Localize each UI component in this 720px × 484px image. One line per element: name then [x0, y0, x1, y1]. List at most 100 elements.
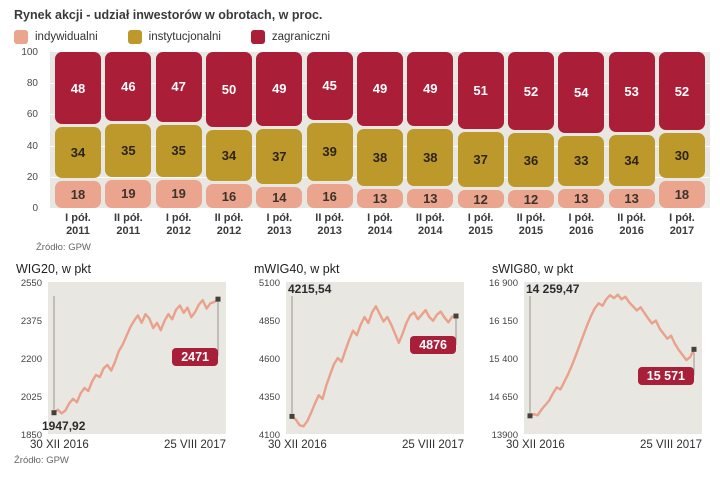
legend-swatch-foreign	[250, 29, 265, 44]
bar-segment-individual: 13	[608, 188, 655, 208]
x-label-end: 25 VIII 2017	[639, 439, 702, 452]
source-note-bottom: Źródło: GPW	[14, 455, 69, 467]
ytick-label: 2375	[20, 316, 42, 328]
ytick-label: 4600	[258, 354, 280, 366]
bar-column: 49 38 13	[356, 52, 403, 208]
panel-y-axis: 16 900 16 150 15 400 14 650 13900	[488, 278, 520, 441]
ytick-label: 1850	[20, 430, 42, 442]
end-value-badge: 4876	[410, 336, 456, 355]
x-label-start: 30 XII 2016	[506, 439, 565, 452]
bar-category-label: I pół. 2012	[165, 212, 192, 238]
bar-segment-institutional: 37	[256, 128, 303, 184]
end-value-badge: 15 571	[637, 366, 694, 385]
bar-segment-institutional: 38	[407, 128, 454, 186]
panel-plot-swig80: 14 259,47 15 571	[524, 282, 702, 435]
panel-y-axis: 5100 4850 4600 4350 4100	[252, 278, 282, 441]
ytick-label: 2550	[20, 278, 42, 290]
bar-segment-foreign: 45	[306, 52, 353, 120]
bar-column: 49 38 13	[407, 52, 454, 208]
bar-ytick-label: 100	[21, 47, 38, 58]
line-chart-svg-wig20	[51, 296, 221, 416]
bar-segment-institutional: 33	[558, 136, 605, 186]
bar-category-label: II pół. 2013	[315, 212, 344, 238]
ytick-label: 16 150	[488, 316, 518, 328]
bar-category-label: II pół. 2014	[415, 212, 445, 238]
bar-category-label: I pół. 2015	[467, 212, 494, 238]
bar-column: 52 30 18	[658, 52, 705, 208]
index-line	[290, 305, 458, 428]
bar-ytick-label: 40	[26, 140, 38, 152]
panel-x-labels: 30 XII 2016 25 VIII 2017	[30, 439, 226, 451]
end-point-marker	[453, 313, 459, 319]
x-label-start: 30 XII 2016	[268, 439, 327, 452]
legend: indywidualni instytucjonalni zagraniczni	[14, 28, 710, 45]
bar-segment-individual: 13	[356, 188, 403, 208]
bar-column: 53 34 13	[608, 52, 655, 208]
x-label-end: 25 VIII 2017	[401, 439, 464, 452]
bar-ytick-label: 0	[32, 203, 38, 214]
legend-item-institutional: instytucjonalni	[127, 29, 221, 44]
bar-segment-institutional: 36	[507, 133, 554, 187]
ytick-label: 4850	[258, 316, 280, 328]
bar-segment-individual: 18	[55, 181, 101, 208]
bar-category-label: II pół. 2015	[516, 212, 546, 238]
panel-wig20: WIG20, w pkt 2550 2375 2200 2025 1850 1947,92 2…	[14, 262, 226, 451]
bar-segment-foreign: 48	[55, 52, 101, 124]
bar-segment-institutional: 38	[356, 128, 403, 186]
line-chart-svg-swig80	[527, 293, 697, 419]
ytick-label: 2200	[20, 354, 42, 366]
ytick-label: 14 650	[488, 392, 518, 404]
bar-category-label: II pół. 2011	[113, 212, 143, 238]
panel-plot-mwig40: 4215,54 4876	[286, 282, 464, 435]
bar-segment-foreign: 52	[658, 52, 705, 130]
panel-chart-mwig40: 5100 4850 4600 4350 4100 4215,54 4876	[252, 278, 464, 441]
panel-x-labels: 30 XII 2016 25 VIII 2017	[268, 439, 464, 451]
bar-column: 52 36 12	[507, 52, 554, 208]
page-title: Rynek akcji - udział inwestorów w obrota…	[14, 8, 323, 22]
start-value-label: 14 259,47	[526, 282, 580, 297]
x-label-start: 30 XII 2016	[30, 439, 89, 452]
bar-column: 49 37 14	[256, 52, 303, 208]
bar-segment-foreign: 47	[155, 52, 202, 122]
index-line-charts: WIG20, w pkt 2550 2375 2200 2025 1850 1947,92 2…	[14, 262, 710, 451]
legend-item-individual: indywidualni	[14, 29, 98, 44]
bar-category-label: I pół. 2013	[266, 212, 293, 238]
bar-segment-foreign: 49	[256, 52, 303, 126]
index-line	[52, 298, 220, 415]
ytick-label: 15 400	[488, 354, 518, 366]
end-value-badge: 2471	[172, 347, 218, 366]
bar-category-label: I pół. 2014	[367, 212, 393, 238]
bar-column: 54 33 13	[558, 52, 605, 208]
bar-segment-foreign: 54	[558, 52, 605, 133]
x-label-end: 25 VIII 2017	[163, 439, 226, 452]
bar-segment-individual: 14	[256, 187, 303, 208]
bar-segment-individual: 12	[507, 190, 554, 208]
bar-segment-institutional: 34	[608, 134, 655, 186]
panel-title-wig20: WIG20, w pkt	[16, 262, 92, 277]
panel-x-labels: 30 XII 2016 25 VIII 2017	[506, 439, 702, 451]
bar-column: 48 34 18	[55, 52, 101, 208]
legend-swatch-individual	[14, 29, 28, 44]
bar-segment-individual: 19	[155, 179, 202, 208]
bar-chart-plot: 48 34 18 46 35 19 47 35 19 50 34 16 49 37 14 45 39 16 49 38…	[50, 52, 710, 208]
bar-segment-foreign: 49	[407, 52, 454, 126]
panel-chart-wig20: 2550 2375 2200 2025 1850 1947,92 2471	[14, 278, 226, 441]
bar-chart-y-axis: 100 80 60 40 20 0	[14, 47, 44, 214]
bar-segment-institutional: 37	[457, 131, 504, 187]
end-point-marker	[691, 347, 697, 353]
bar-ytick-label: 80	[26, 78, 38, 90]
bar-segment-institutional: 34	[205, 130, 252, 181]
bar-segment-institutional: 35	[105, 124, 152, 177]
panel-plot-wig20: 1947,92 2471	[42, 282, 226, 435]
legend-item-foreign: zagraniczni	[250, 29, 330, 44]
ytick-label: 4350	[258, 392, 280, 404]
start-value-label: 1947,92	[42, 419, 86, 434]
bar-ytick-label: 20	[26, 171, 38, 183]
panel-mwig40: mWIG40, w pkt 5100 4850 4600 4350 4100 4215,54…	[252, 262, 464, 451]
panel-y-axis: 2550 2375 2200 2025 1850	[14, 278, 44, 441]
bar-segment-individual: 12	[457, 190, 504, 208]
bar-segment-foreign: 50	[205, 52, 252, 127]
bar-ytick-label: 60	[26, 109, 38, 121]
bar-column: 50 34 16	[205, 52, 252, 208]
panel-chart-swig80: 16 900 16 150 15 400 14 650 13900 14 259,47 15…	[488, 278, 702, 441]
